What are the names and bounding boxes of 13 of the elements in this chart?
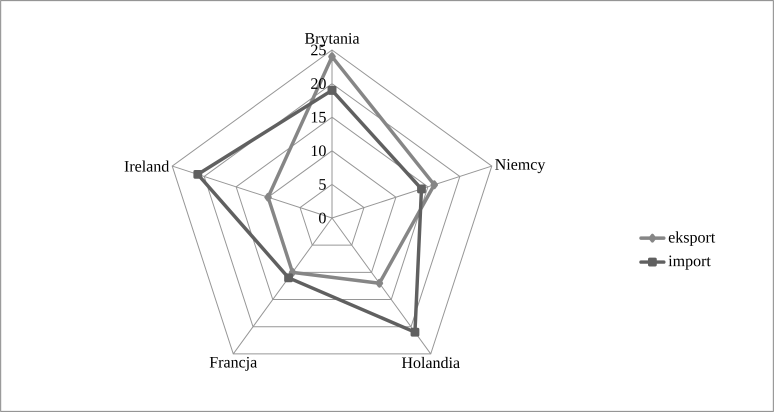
legend-label: eksport bbox=[668, 231, 716, 246]
spoke-label: Brytania bbox=[304, 33, 360, 48]
y-tick-label: 15 bbox=[312, 112, 326, 123]
spoke-label: Holandia bbox=[402, 356, 460, 368]
y-tick-label: 10 bbox=[312, 145, 326, 156]
y-tick-label: 0 bbox=[319, 212, 326, 224]
spoke-label: Francja bbox=[210, 356, 258, 371]
y-tick-label: 25 bbox=[311, 44, 326, 56]
legend-label: import bbox=[668, 256, 711, 270]
spoke-label: Niemcy bbox=[495, 159, 546, 174]
y-tick-label: 5 bbox=[319, 179, 326, 190]
y-tick-label: 20 bbox=[311, 78, 326, 89]
spoke-label: Ireland bbox=[124, 160, 170, 172]
